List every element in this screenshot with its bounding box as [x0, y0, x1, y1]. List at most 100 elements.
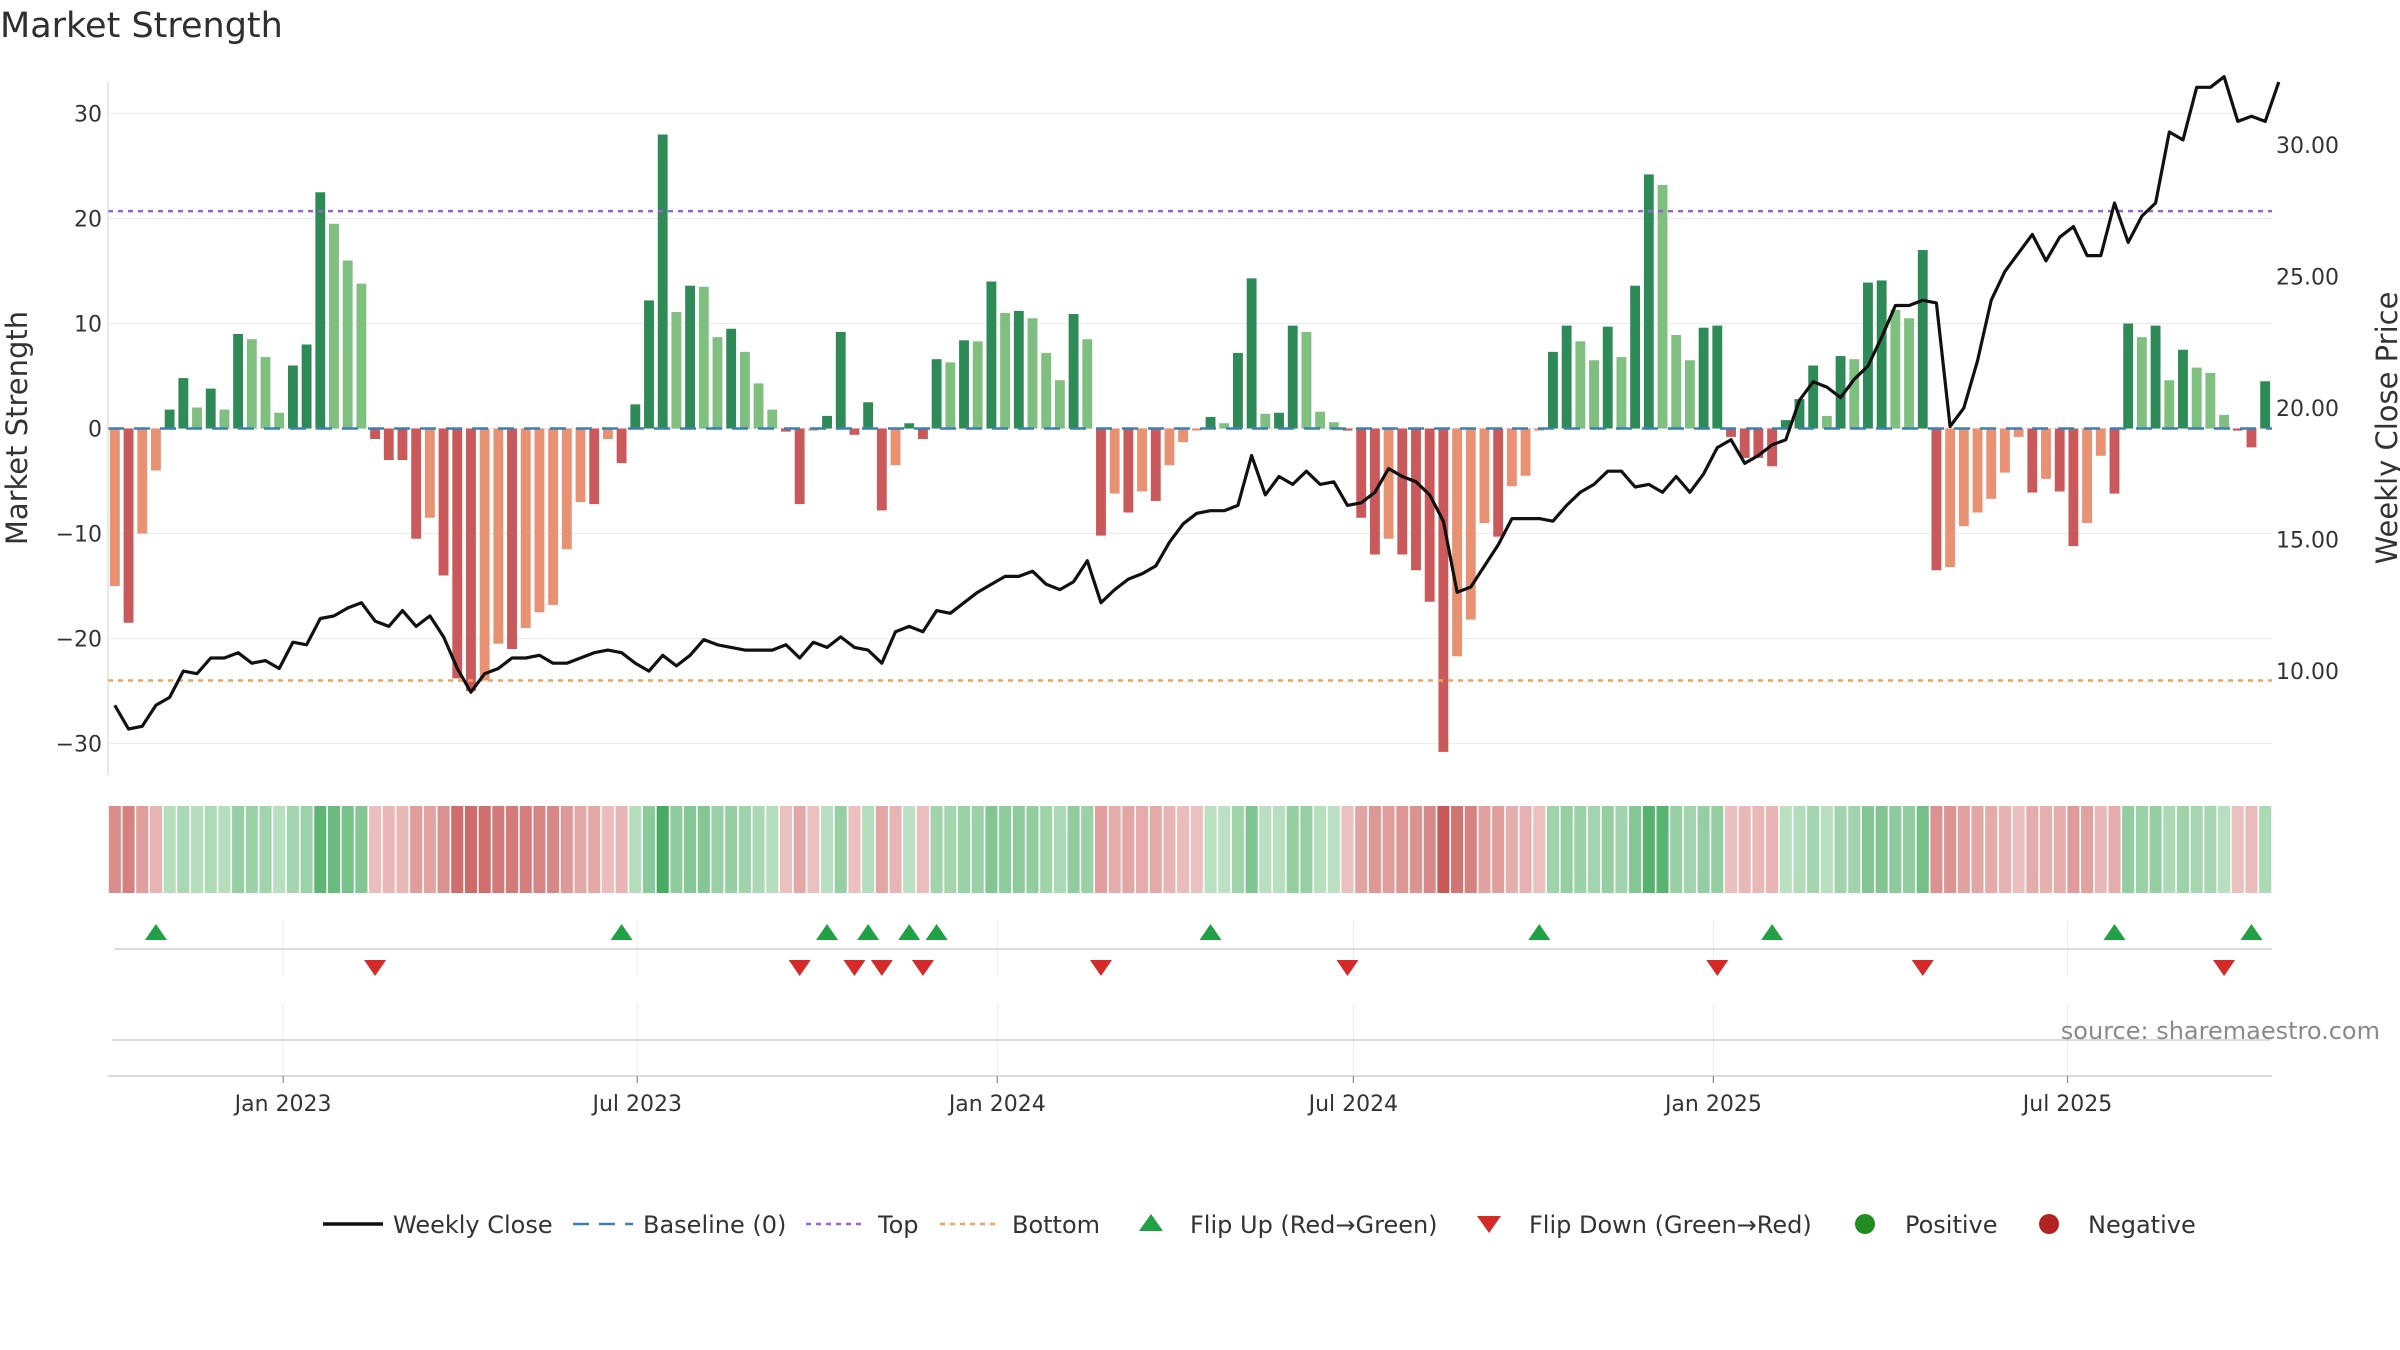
flip-up-marker — [2103, 924, 2126, 940]
heat-cell — [190, 806, 204, 893]
strength-bar — [1137, 428, 1147, 492]
y-tick-label: 10 — [74, 313, 102, 338]
strength-bar — [2164, 380, 2175, 429]
heat-cell — [1779, 806, 1792, 893]
flip-down-marker — [843, 960, 866, 976]
heat-cell — [1492, 806, 1505, 893]
heat-cell — [1478, 806, 1491, 893]
heat-cell — [601, 806, 614, 893]
heat-cell — [1026, 806, 1039, 893]
heat-cell — [1533, 806, 1546, 893]
heat-cell — [779, 806, 793, 893]
heat-cell — [1834, 806, 1847, 893]
heat-cell — [2012, 806, 2025, 893]
heat-cell — [793, 806, 806, 893]
heat-cell — [1423, 806, 1436, 893]
y-tick-label: 30 — [74, 103, 102, 128]
strength-bar — [1123, 428, 1134, 513]
strength-bar — [1589, 360, 1599, 429]
flip-down-marker — [1706, 960, 1729, 976]
heat-cell — [725, 806, 738, 893]
heat-cell — [478, 806, 491, 893]
heat-cell — [1368, 806, 1381, 893]
strength-bar — [1315, 411, 1326, 429]
strength-bar — [1013, 310, 1024, 429]
strength-bar — [493, 428, 504, 644]
heat-cell — [1409, 806, 1423, 893]
legend-swatch — [1139, 1214, 1163, 1231]
heat-cell — [848, 806, 861, 893]
strength-bar — [1438, 428, 1449, 752]
strength-bar — [2013, 428, 2024, 437]
strength-bar — [1657, 184, 1668, 429]
heat-cell — [957, 806, 971, 893]
heat-cell — [711, 806, 724, 893]
strength-bar — [178, 378, 189, 429]
strength-bar — [2246, 428, 2257, 448]
heat-cell — [273, 806, 286, 893]
y2-axis-title: Weekly Close Price — [2370, 292, 2400, 565]
x-tick-label: Jul 2024 — [1307, 1092, 1399, 1117]
strength-bar — [972, 341, 983, 429]
heat-cell — [985, 806, 998, 893]
strength-bar — [411, 428, 422, 539]
heat-cell — [1574, 806, 1587, 893]
heat-cell — [1396, 806, 1409, 893]
legend-label: Baseline (0) — [643, 1211, 786, 1239]
heat-cell — [1560, 806, 1573, 893]
y-tick-label: −30 — [56, 733, 102, 758]
strength-bar — [479, 428, 490, 681]
strength-bar — [1561, 325, 1572, 429]
heat-cell — [519, 806, 532, 893]
heat-cell — [875, 806, 888, 893]
heat-cell — [1957, 806, 1970, 893]
strength-bar — [1424, 428, 1435, 602]
heat-cell — [355, 806, 368, 893]
heat-cell — [396, 806, 409, 893]
legend-label: Top — [877, 1211, 919, 1239]
strength-bar — [561, 428, 572, 550]
strength-bar — [548, 428, 559, 605]
flip-up-marker — [1199, 924, 1222, 940]
strength-bar — [876, 428, 887, 511]
flip-up-marker — [816, 924, 839, 940]
heat-cell — [464, 806, 477, 893]
flip-up-marker — [925, 924, 948, 940]
flip-up-marker — [610, 924, 633, 940]
heat-cell — [1793, 806, 1806, 893]
strength-bar — [287, 365, 298, 429]
heat-cell — [505, 806, 519, 893]
strength-bar — [1301, 331, 1312, 429]
strength-bar — [260, 357, 271, 429]
heat-cell — [1300, 806, 1313, 893]
heat-cell — [1752, 806, 1765, 893]
strength-bar — [1342, 428, 1353, 431]
strength-bar — [1835, 356, 1846, 429]
strength-bar — [1452, 428, 1463, 657]
heat-cell — [1807, 806, 1820, 893]
heat-cell — [2163, 806, 2176, 893]
strength-bar — [1520, 428, 1531, 476]
y-tick-label: −20 — [56, 628, 102, 653]
bottom-panel — [108, 1003, 2272, 1077]
y-tick-label: 20 — [74, 208, 102, 233]
reference-lines — [108, 209, 2272, 682]
strength-bar — [1082, 339, 1093, 429]
strength-bar — [945, 362, 956, 429]
heat-cell — [670, 806, 683, 893]
y2-tick-label: 30.00 — [2276, 134, 2339, 159]
strength-bar — [1506, 428, 1517, 487]
strength-bar — [2068, 428, 2079, 547]
flip-markers-panel — [114, 921, 2272, 976]
heat-cell — [930, 806, 943, 893]
strength-bar — [137, 428, 148, 534]
strength-bar — [1027, 318, 1038, 429]
strength-bar — [1931, 428, 1942, 571]
heat-cell — [2039, 806, 2053, 893]
heat-cell — [1985, 806, 1998, 893]
heat-cell — [1875, 806, 1888, 893]
heat-cell — [2245, 806, 2258, 893]
heat-cell — [286, 806, 299, 893]
heat-cell — [218, 806, 231, 893]
heat-cell — [1314, 806, 1327, 893]
